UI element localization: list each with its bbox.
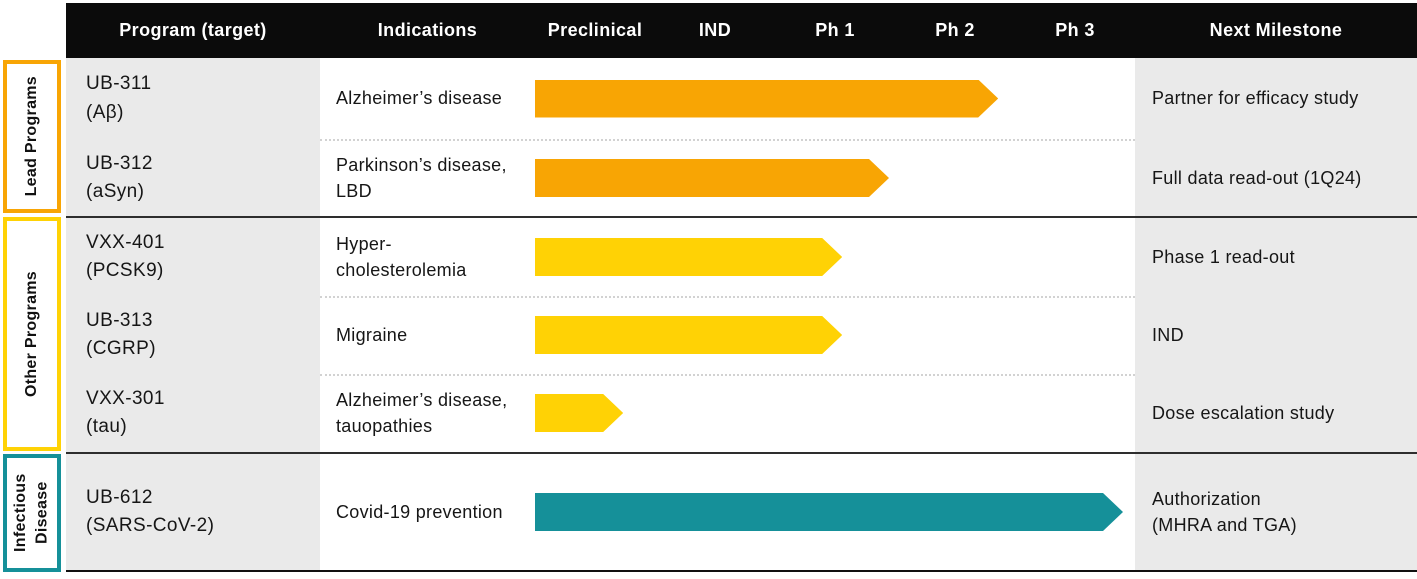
pipeline-row-ub-612: UB-612 (SARS-CoV-2) Covid-19 prevention … [0, 454, 1417, 570]
table-header [66, 3, 1417, 58]
program-column-background [66, 58, 320, 571]
phase-track [535, 296, 1135, 374]
header-ph3: Ph 3 [1055, 20, 1095, 40]
milestone-line: Phase 1 read-out [1152, 246, 1295, 267]
milestone-column-background [1135, 58, 1417, 571]
program-name: VXX-401 [86, 231, 165, 253]
program-cell: UB-311 (Aβ) [86, 58, 316, 139]
pipeline-row-ub-313: UB-313 (CGRP) Migraine IND [0, 296, 1417, 374]
phase-track [535, 58, 1135, 139]
section-label-other-programs: Other Programs [3, 217, 61, 451]
pipeline-arrow [535, 493, 1123, 531]
milestone-line: IND [1152, 324, 1184, 345]
program-target: (tau) [86, 416, 128, 437]
program-cell: VXX-401 (PCSK9) [86, 218, 316, 296]
row-divider [320, 139, 1135, 141]
pipeline-row-ub-311: UB-311 (Aβ) Alzheimer’s disease Partner … [0, 58, 1417, 139]
program-target: (CGRP) [86, 338, 156, 359]
header-ind: IND [698, 20, 732, 40]
pipeline-row-ub-312: UB-312 (aSyn) Parkinson’s disease, LBD F… [0, 139, 1417, 217]
section-label-infectious-disease: Infectious Disease [3, 454, 61, 572]
indication-line: cholesterolemia [336, 260, 467, 280]
indication-line: tauopathies [336, 416, 433, 436]
milestone-line: Partner for efficacy study [1152, 88, 1359, 109]
indication-line: Alzheimer’s disease [336, 88, 503, 109]
program-target: (SARS-CoV-2) [86, 515, 215, 536]
phase-track [535, 454, 1135, 570]
indication-line: Hyper- [336, 233, 392, 254]
pipeline-row-vxx-401: VXX-401 (PCSK9) Hyper- cholesterolemia P… [0, 218, 1417, 296]
pipeline-arrow [535, 238, 842, 276]
table-bottom-border [66, 570, 1417, 572]
program-cell: UB-313 (CGRP) [86, 296, 316, 374]
indication-cell: Covid-19 prevention [336, 454, 532, 570]
program-name: UB-311 [86, 73, 152, 94]
header-indications: Indications [377, 20, 478, 40]
section-divider [66, 452, 1417, 454]
program-target: (aSyn) [86, 181, 145, 202]
milestone-line: Full data read-out (1Q24) [1152, 167, 1362, 188]
pipeline-arrow [535, 80, 998, 118]
header-milestone: Next Milestone [1209, 20, 1343, 40]
row-divider [320, 296, 1135, 298]
indication-line: Migraine [336, 324, 408, 345]
milestone-line: (MHRA and TGA) [1152, 515, 1297, 535]
program-target: (PCSK9) [86, 260, 164, 281]
milestone-cell: Full data read-out (1Q24) [1152, 139, 1412, 217]
indication-line: LBD [336, 181, 372, 201]
pipeline-arrow [535, 394, 623, 432]
indication-line: Covid-19 prevention [336, 501, 503, 522]
program-cell: UB-312 (aSyn) [86, 139, 316, 217]
section-label-lead-programs: Lead Programs [3, 60, 61, 213]
phase-track [535, 374, 1135, 452]
header-ph2: Ph 2 [935, 20, 975, 40]
indication-line: Parkinson’s disease, [336, 154, 507, 175]
indication-line: Alzheimer’s disease, [336, 389, 508, 410]
pipeline-arrow [535, 316, 842, 354]
milestone-cell: Partner for efficacy study [1152, 58, 1412, 139]
program-target: (Aβ) [86, 101, 124, 123]
milestone-cell: Dose escalation study [1152, 374, 1412, 452]
header-preclinical: Preclinical [547, 20, 643, 40]
indication-cell: Alzheimer’s disease [336, 58, 532, 139]
phase-track [535, 139, 1135, 217]
indication-cell: Parkinson’s disease, LBD [336, 139, 532, 217]
phase-track [535, 218, 1135, 296]
header-program: Program (target) [119, 20, 267, 40]
milestone-line: Authorization [1152, 488, 1261, 509]
row-divider [320, 374, 1135, 376]
pipeline-row-vxx-301: VXX-301 (tau) Alzheimer’s disease, tauop… [0, 374, 1417, 452]
milestone-line: Dose escalation study [1152, 402, 1335, 423]
program-name: VXX-301 [86, 387, 165, 409]
indication-cell: Hyper- cholesterolemia [336, 218, 532, 296]
indication-cell: Migraine [336, 296, 532, 374]
milestone-cell: Phase 1 read-out [1152, 218, 1412, 296]
indication-cell: Alzheimer’s disease, tauopathies [336, 374, 532, 452]
pipeline-arrow [535, 159, 889, 197]
program-cell: VXX-301 (tau) [86, 374, 316, 452]
milestone-cell: IND [1152, 296, 1412, 374]
milestone-cell: Authorization (MHRA and TGA) [1152, 454, 1412, 570]
section-divider [66, 216, 1417, 218]
program-cell: UB-612 (SARS-CoV-2) [86, 454, 316, 570]
program-name: UB-612 [86, 486, 153, 508]
program-name: UB-312 [86, 152, 153, 174]
header-ph1: Ph 1 [815, 20, 855, 40]
program-name: UB-313 [86, 309, 153, 331]
